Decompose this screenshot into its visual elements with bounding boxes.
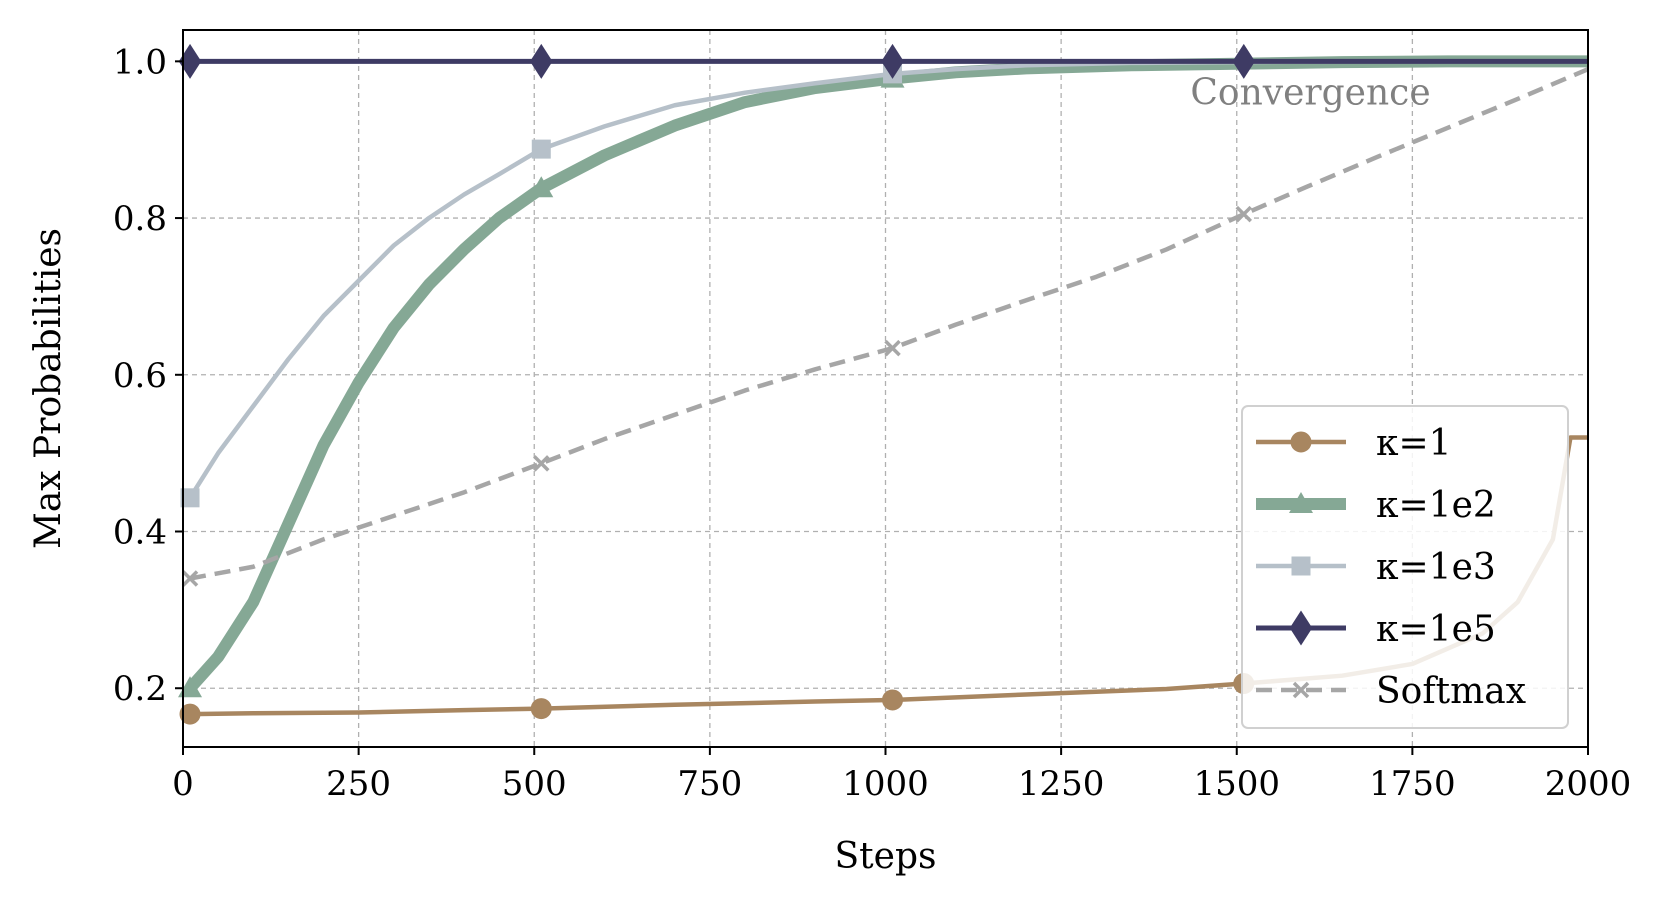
series-line-kappa-1e3 [188,59,1588,500]
data-point-kappa-1e5 [178,43,202,79]
x-tick-label: 1750 [1369,764,1456,804]
legend-marker [1289,610,1313,646]
legend-item-softmax: Softmax [1256,671,1526,712]
legend-item-kappa-1: κ=1 [1256,423,1452,464]
data-point-kappa-1e3 [180,488,200,508]
x-tick-label: 0 [172,764,194,804]
y-tick-label: 0.8 [113,199,167,239]
y-axis-label: Max Probabilities [28,228,69,549]
y-tick-label: 0.4 [113,513,167,553]
legend-item-kappa-1e5: κ=1e5 [1256,609,1496,650]
legend-marker [1290,431,1312,453]
data-point-kappa-1e5 [1232,43,1256,79]
legend-label: κ=1e2 [1376,485,1496,526]
y-tick-label: 0.2 [113,669,167,709]
data-point-kappa-1 [882,689,904,711]
x-tick-label: 2000 [1545,764,1632,804]
series-kappa-1e5 [178,43,1588,79]
legend-label: Softmax [1376,671,1526,712]
legend-marker [1292,681,1310,699]
data-point-kappa-1e3 [531,139,551,159]
data-point-softmax [533,455,550,472]
legend-marker [1291,556,1311,576]
x-tick-label: 1500 [1193,764,1280,804]
ticks: 0 250 500 750 1000 1250 1500 1750 2000 0.2 0.4 0.6 0… [113,42,1631,804]
x-tick-label: 1250 [1018,764,1105,804]
data-point-kappa-1e5 [881,43,904,79]
legend-label: κ=1 [1376,423,1452,464]
data-point-kappa-1 [179,703,201,725]
y-tick-label: 0.6 [113,356,167,396]
legend-label: κ=1e5 [1376,609,1496,650]
data-point-softmax [1235,205,1253,223]
legend: κ=1 κ=1e2 κ=1e3 κ=1e5 Softmax [1241,405,1569,729]
data-point-kappa-1 [530,698,552,720]
legend-item-kappa-1e2: κ=1e2 [1256,485,1496,526]
series-layer [178,43,1589,725]
data-point-kappa-1e2 [529,176,554,198]
series-softmax [181,67,1589,587]
x-tick-label: 1000 [842,764,929,804]
y-tick-label: 1.0 [113,42,167,82]
legend-label: κ=1e3 [1376,547,1496,588]
data-point-softmax [181,570,199,587]
legend-marker [1289,492,1313,513]
legend-item-kappa-1e3: κ=1e3 [1256,547,1496,588]
x-tick-label: 500 [502,764,567,804]
data-point-softmax [884,339,901,357]
data-point-kappa-1e2 [178,676,203,698]
x-axis-label: Steps [835,836,937,877]
legend-box [1241,405,1569,729]
data-point-kappa-1e5 [530,43,553,79]
x-tick-label: 750 [677,764,742,804]
convergence-annotation: Convergence [1190,72,1430,113]
x-tick-label: 250 [326,764,391,804]
